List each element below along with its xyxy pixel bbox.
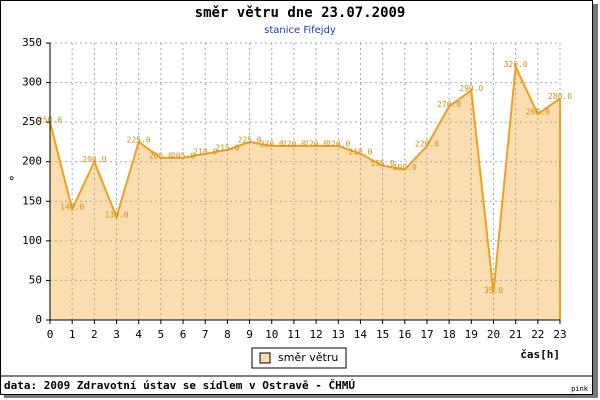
area-line bbox=[49, 63, 561, 293]
x-tick-label: 4 bbox=[135, 328, 142, 341]
x-tick-label: 7 bbox=[202, 328, 209, 341]
x-tick-label: 22 bbox=[531, 328, 544, 341]
value-label: 220.0 bbox=[282, 139, 306, 148]
x-tick-label: 21 bbox=[509, 328, 522, 341]
legend: směr větru bbox=[251, 347, 347, 369]
legend-box bbox=[251, 347, 347, 369]
value-label: 290.0 bbox=[459, 84, 483, 93]
y-tick-label: 350 bbox=[22, 36, 42, 49]
area-fill bbox=[50, 66, 560, 320]
value-label: 200.0 bbox=[82, 155, 106, 164]
x-tick-label: 2 bbox=[91, 328, 98, 341]
value-label: 320.0 bbox=[504, 60, 528, 69]
x-tick-label: 8 bbox=[224, 328, 231, 341]
value-label: 220.0 bbox=[415, 139, 439, 148]
x-tick-label: 10 bbox=[265, 328, 278, 341]
value-label: 225.0 bbox=[127, 135, 151, 144]
value-label: 130.0 bbox=[104, 211, 128, 220]
value-label: 225.0 bbox=[238, 135, 262, 144]
x-tick-label: 9 bbox=[246, 328, 253, 341]
plot-area bbox=[50, 43, 560, 320]
x-tick-label: 6 bbox=[180, 328, 187, 341]
value-label: 270.0 bbox=[437, 100, 461, 109]
value-label: 190.0 bbox=[393, 163, 417, 172]
y-tick-label: 200 bbox=[22, 155, 42, 168]
value-label: 195.0 bbox=[371, 159, 395, 168]
x-tick-label: 13 bbox=[332, 328, 345, 341]
value-label: 215.0 bbox=[215, 143, 239, 152]
y-tick-label: 50 bbox=[29, 273, 42, 286]
value-label: 280.0 bbox=[548, 92, 572, 101]
credit: pink bbox=[571, 385, 589, 393]
x-tick-label: 20 bbox=[487, 328, 500, 341]
footer: data: 2009 Zdravotní ústav se sídlem v O… bbox=[4, 379, 355, 392]
x-tick-label: 19 bbox=[465, 328, 478, 341]
value-label: 210.0 bbox=[348, 147, 372, 156]
x-tick-label: 15 bbox=[376, 328, 389, 341]
y-tick-label: 100 bbox=[22, 234, 42, 247]
legend-label: směr větru bbox=[278, 351, 338, 364]
y-tick-label: 300 bbox=[22, 76, 42, 89]
y-tick-label: 250 bbox=[22, 115, 42, 128]
x-tick-label: 11 bbox=[287, 328, 300, 341]
value-label: 260.0 bbox=[526, 108, 550, 117]
value-label: 140.0 bbox=[60, 203, 84, 212]
x-tick-label: 18 bbox=[443, 328, 456, 341]
value-label: 35.0 bbox=[484, 286, 503, 295]
y-tick-label: 150 bbox=[22, 194, 42, 207]
legend-swatch bbox=[259, 352, 271, 364]
value-label: 220.0 bbox=[260, 139, 284, 148]
x-tick-label: 0 bbox=[47, 328, 54, 341]
value-label: 210.0 bbox=[193, 147, 217, 156]
y-axis-label: ° bbox=[8, 175, 15, 189]
value-label: 220.0 bbox=[326, 139, 350, 148]
x-tick-label: 5 bbox=[158, 328, 165, 341]
x-tick-label: 16 bbox=[398, 328, 411, 341]
x-axis-label: čas[h] bbox=[520, 348, 560, 361]
y-tick-label: 0 bbox=[35, 313, 42, 326]
x-tick-label: 23 bbox=[553, 328, 566, 341]
x-tick-label: 1 bbox=[69, 328, 76, 341]
chart-title: směr větru dne 23.07.2009 bbox=[195, 5, 406, 21]
x-tick-label: 17 bbox=[420, 328, 433, 341]
x-tick-label: 3 bbox=[113, 328, 120, 341]
x-tick-label: 12 bbox=[309, 328, 322, 341]
value-label: 205.0 bbox=[149, 151, 173, 160]
value-label: 220.0 bbox=[304, 139, 328, 148]
x-tick-label: 14 bbox=[354, 328, 368, 341]
value-label: 205.0 bbox=[171, 151, 195, 160]
chart-subtitle: stanice Fifejdy bbox=[264, 25, 336, 36]
